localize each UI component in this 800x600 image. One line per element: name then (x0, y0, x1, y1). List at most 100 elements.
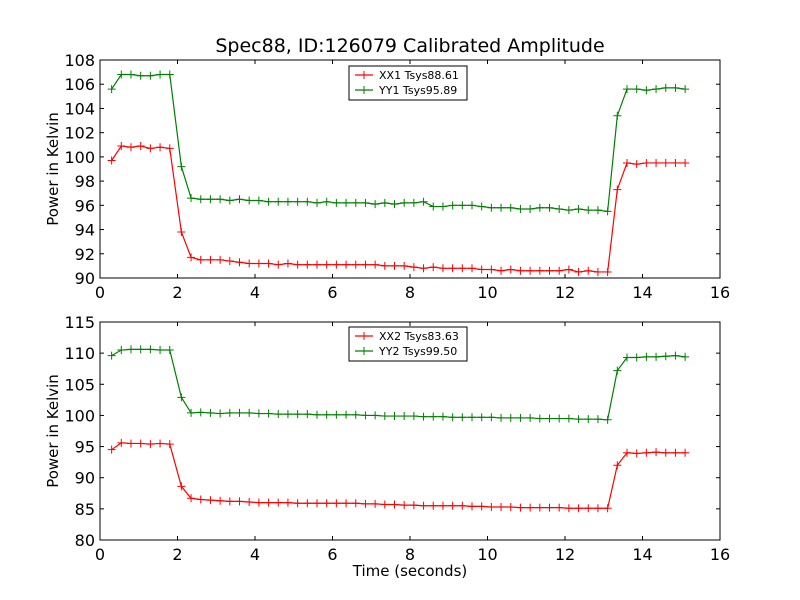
data-point (165, 440, 174, 449)
data-point (196, 255, 205, 264)
chart-panels: 0 2 4 6 8 10 12 14 169092949698100102104106108XX… (44, 35, 730, 580)
data-point (107, 351, 116, 360)
data-point (545, 203, 554, 212)
data-point (196, 495, 205, 504)
data-point (146, 71, 155, 80)
data-point (613, 111, 622, 120)
data-point (313, 499, 321, 508)
data-point (448, 413, 457, 422)
data-point (254, 498, 263, 507)
data-point (671, 351, 680, 360)
data-point (187, 408, 196, 417)
data-point (593, 206, 602, 215)
data-point (497, 502, 506, 511)
data-point (136, 345, 145, 354)
y-tick-label: 95 (75, 438, 95, 457)
data-point (107, 445, 116, 454)
data-point (245, 259, 254, 268)
data-point (555, 503, 564, 512)
legend-entry-label: XX1 Tsys88.61 (379, 69, 459, 82)
data-point (458, 501, 467, 510)
legend: XX2 Tsys83.63 YY2 Tsys99.50 (348, 326, 468, 362)
data-point (497, 266, 506, 275)
data-point (264, 409, 273, 418)
y-tick-label: 80 (75, 531, 95, 550)
data-point (136, 141, 145, 150)
data-point (681, 448, 690, 457)
legend-entry-label: XX2 Tsys83.63 (379, 330, 459, 343)
y-tick-label: 104 (64, 99, 95, 118)
data-point (613, 461, 622, 470)
x-tick-label: 0 (95, 283, 105, 302)
y-tick-label: 92 (75, 245, 95, 264)
chart-title: Spec88, ID:126079 Calibrated Amplitude (215, 35, 604, 57)
x-tick-label: 4 (250, 283, 260, 302)
x-tick-label: 16 (710, 545, 730, 564)
data-point (419, 501, 428, 510)
data-point (187, 253, 196, 262)
data-point (351, 499, 360, 508)
data-point (187, 194, 196, 203)
data-point (380, 412, 389, 421)
data-point (107, 156, 116, 165)
data-point (361, 499, 370, 508)
data-point (661, 448, 670, 457)
data-point (564, 206, 573, 215)
data-point (438, 264, 447, 273)
data-point (390, 261, 399, 270)
data-point (274, 260, 283, 269)
data-point (293, 410, 302, 419)
data-point (283, 197, 292, 206)
legend-marker (360, 86, 368, 94)
data-point (274, 197, 283, 206)
data-point (313, 260, 321, 269)
data-point (117, 141, 126, 150)
data-point (535, 414, 544, 423)
data-point (293, 260, 302, 269)
data-point (361, 411, 370, 420)
data-point (371, 200, 380, 209)
data-point (390, 500, 399, 509)
data-point (526, 266, 535, 275)
data-point (593, 267, 602, 276)
legend-entry-label: YY2 Tsys99.50 (378, 345, 457, 358)
data-point (632, 449, 641, 458)
data-point (390, 412, 399, 421)
data-point (535, 203, 544, 212)
legend-box (348, 326, 468, 362)
data-point (661, 83, 670, 92)
data-point (593, 415, 602, 424)
legend-marker (360, 71, 368, 79)
series-1 (107, 141, 690, 276)
data-point (187, 494, 196, 503)
data-point (468, 413, 476, 422)
data-point (400, 261, 409, 270)
data-point (371, 411, 380, 420)
legend-entry-label: YY1 Tsys95.89 (378, 84, 457, 97)
data-point (555, 414, 564, 423)
data-point (409, 263, 418, 272)
data-point (574, 204, 583, 213)
data-point (468, 502, 476, 511)
data-point (642, 352, 651, 361)
data-point (448, 264, 457, 273)
data-point (117, 70, 126, 79)
data-point (419, 412, 428, 421)
data-point (661, 158, 670, 167)
data-point (293, 499, 302, 508)
data-point (468, 201, 476, 210)
data-point (477, 202, 486, 211)
data-point (342, 499, 351, 508)
legend-marker (360, 332, 368, 340)
data-point (632, 353, 641, 362)
data-point (165, 346, 174, 355)
data-point (177, 393, 186, 402)
data-point (245, 196, 254, 205)
y-tick-label: 110 (64, 344, 95, 363)
data-point (652, 158, 661, 167)
y-tick-label: 108 (64, 51, 95, 70)
y-tick-label: 90 (75, 269, 95, 288)
data-point (216, 409, 225, 418)
legend-box (348, 65, 468, 101)
